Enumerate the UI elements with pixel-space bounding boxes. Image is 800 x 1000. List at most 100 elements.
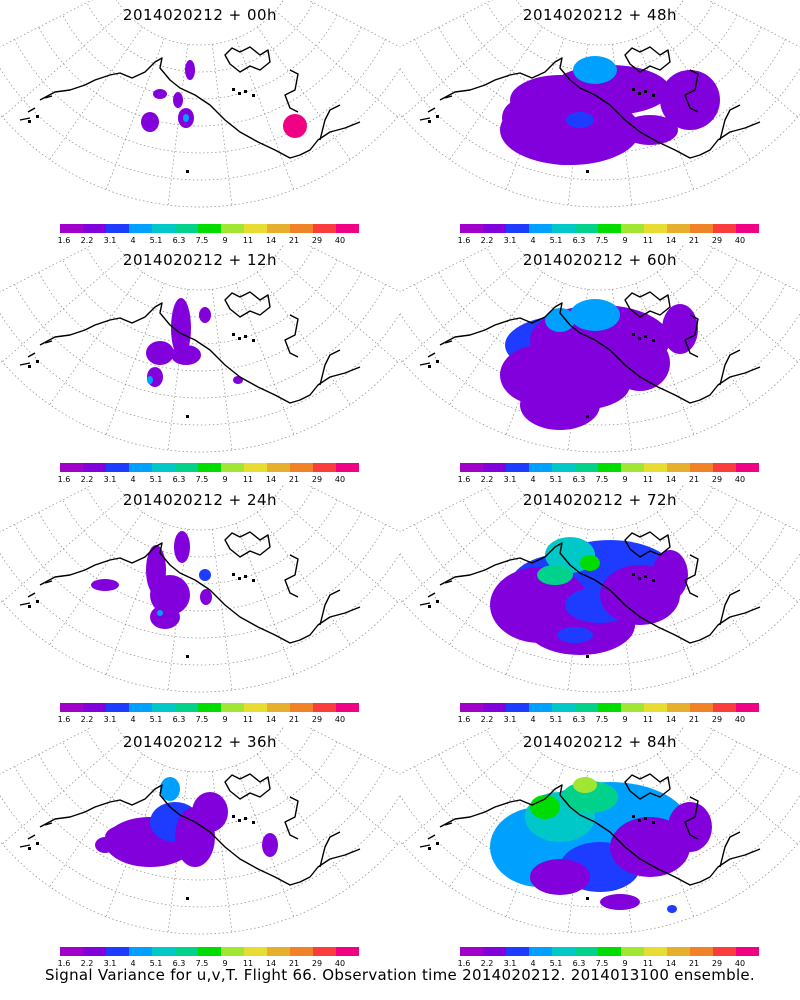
colorbar-tick-label: 3.1 [103, 475, 117, 484]
variance-contour [662, 304, 698, 354]
colorbar-tick-label: 1.6 [57, 236, 71, 245]
variance-contour [157, 610, 163, 616]
colorbar-swatch [336, 703, 359, 712]
variance-contour [530, 859, 590, 895]
colorbar-swatch [713, 947, 736, 956]
variance-contour [95, 837, 115, 853]
colorbar-tick-label: 11 [642, 715, 654, 724]
colorbar [60, 703, 359, 712]
colorbar-tick-label: 6.3 [172, 959, 186, 968]
variance-field [500, 299, 698, 430]
colorbar-swatch [644, 463, 667, 472]
colorbar-tick-label: 21 [288, 715, 300, 724]
colorbar-swatch [598, 224, 621, 233]
colorbar-swatch [529, 703, 552, 712]
colorbar-swatch [290, 703, 313, 712]
variance-contour [147, 376, 153, 384]
colorbar-swatch [83, 947, 106, 956]
map-panel-48h: 2014020212 + 48h 1.6 2.2 3.1 4 5.1 6.3 7.5 9 11 1… [400, 0, 800, 245]
colorbar-tick-label: 7.5 [195, 475, 209, 484]
map-panel-12h: 2014020212 + 12h 1.6 2.2 3.1 4 5.1 6.3 7.5 9 11 1… [0, 245, 400, 485]
colorbar-tick-label: 11 [642, 475, 654, 484]
colorbar-tick-label: 5.1 [149, 475, 163, 484]
colorbar-tick-label: 29 [711, 715, 723, 724]
colorbar-tick-label: 5.1 [149, 236, 163, 245]
colorbar-swatch [736, 947, 759, 956]
variance-contour [199, 307, 211, 323]
variance-contour [146, 341, 174, 365]
colorbar-tick-label: 1.6 [57, 715, 71, 724]
colorbar-swatch [575, 703, 598, 712]
colorbar-tick-label: 4 [130, 715, 136, 724]
colorbar-tick-label: 14 [265, 236, 277, 245]
colorbar-swatch [313, 947, 336, 956]
colorbar-tick-label: 5.1 [549, 475, 563, 484]
colorbar-tick-label: 5.1 [149, 959, 163, 968]
lat-lon-grid [0, 485, 400, 693]
colorbar-swatch [244, 224, 267, 233]
variance-contour [173, 92, 183, 108]
colorbar-swatch [83, 463, 106, 472]
colorbar-swatch [198, 703, 221, 712]
variance-contour [660, 70, 720, 130]
colorbar-swatch [529, 463, 552, 472]
colorbar-swatch [244, 947, 267, 956]
colorbar-swatch [336, 224, 359, 233]
colorbar-tick-label: 3.1 [503, 715, 517, 724]
colorbar-swatch [106, 463, 129, 472]
colorbar-tick-label: 4 [130, 959, 136, 968]
colorbar-tick-label: 3.1 [103, 715, 117, 724]
colorbar-labels: 1.6 2.2 3.1 4 5.1 6.3 7.5 9 11 14 21 29 40 [458, 959, 760, 969]
variance-contour [580, 555, 600, 571]
colorbar-labels: 1.6 2.2 3.1 4 5.1 6.3 7.5 9 11 14 21 29 40 [58, 959, 360, 969]
colorbar [60, 224, 359, 233]
colorbar-swatch [221, 463, 244, 472]
variance-contour [283, 114, 307, 138]
panel-title: 2014020212 + 00h [122, 6, 278, 24]
colorbar-swatch [713, 703, 736, 712]
colorbar-tick-label: 1.6 [457, 475, 471, 484]
colorbar-swatch [621, 947, 644, 956]
colorbar-swatch [290, 224, 313, 233]
colorbar-tick-label: 2.2 [480, 959, 494, 968]
colorbar-tick-label: 9 [222, 715, 228, 724]
colorbar-swatch [129, 703, 152, 712]
colorbar-tick-label: 9 [622, 959, 628, 968]
colorbar-tick-label: 9 [222, 959, 228, 968]
colorbar-tick-label: 6.3 [572, 475, 586, 484]
colorbar-tick-label: 6.3 [572, 715, 586, 724]
colorbar-swatch [690, 463, 713, 472]
colorbar-swatch [60, 947, 83, 956]
variance-field [500, 56, 720, 165]
colorbar-tick-label: 21 [288, 475, 300, 484]
colorbar-labels: 1.6 2.2 3.1 4 5.1 6.3 7.5 9 11 14 21 29 40 [57, 715, 360, 725]
colorbar-tick-label: 11 [642, 236, 654, 245]
coastline [19, 773, 361, 900]
colorbar-swatch [575, 224, 598, 233]
colorbar-swatch [575, 463, 598, 472]
coastline [419, 46, 761, 173]
lat-lon-grid [0, 245, 400, 453]
coastline [19, 531, 361, 658]
colorbar-tick-label: 4 [130, 475, 136, 484]
colorbar-swatch [267, 703, 290, 712]
colorbar-tick-label: 3.1 [503, 475, 517, 484]
variance-field [490, 537, 688, 655]
colorbar-swatch [106, 224, 129, 233]
colorbar-tick-label: 6.3 [172, 715, 186, 724]
panel-title: 2014020212 + 36h [122, 733, 278, 751]
variance-field [91, 531, 212, 629]
colorbar-swatch [290, 947, 313, 956]
colorbar-swatch [598, 463, 621, 472]
colorbar-tick-label: 5.1 [549, 715, 563, 724]
colorbar-swatch [644, 703, 667, 712]
colorbar-swatch [244, 703, 267, 712]
colorbar-swatch [129, 224, 152, 233]
colorbar [60, 947, 359, 956]
colorbar-tick-label: 9 [622, 715, 628, 724]
variance-contour [622, 115, 678, 145]
colorbar-swatch [667, 947, 690, 956]
variance-contour [600, 894, 640, 910]
map-projection [0, 245, 400, 453]
colorbar-swatch [575, 947, 598, 956]
